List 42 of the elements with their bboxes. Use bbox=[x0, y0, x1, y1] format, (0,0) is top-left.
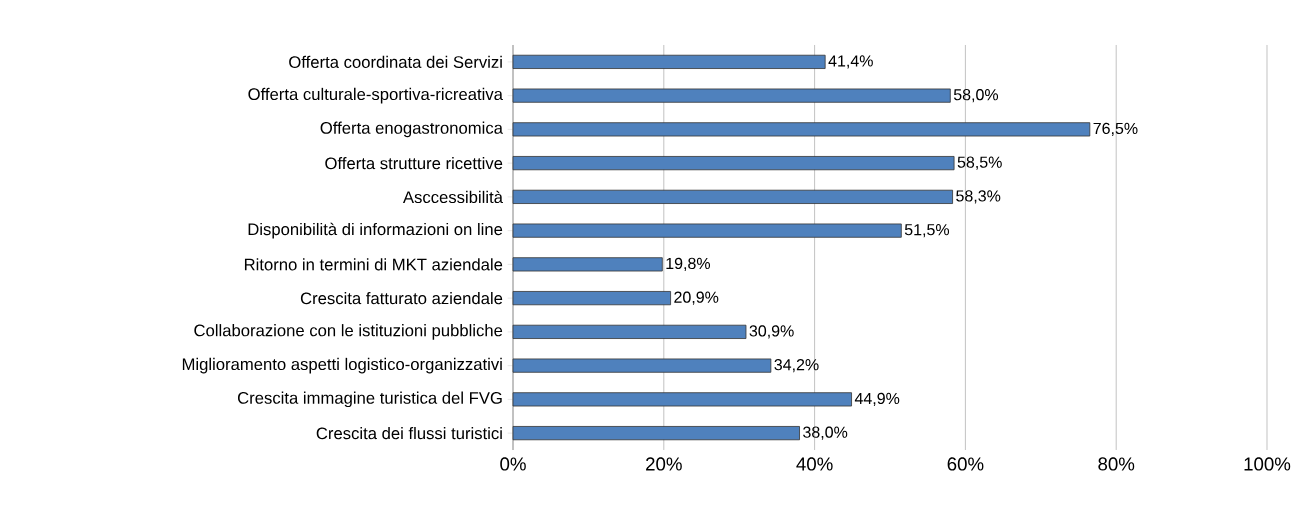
x-tick-label: 0% bbox=[500, 457, 526, 471]
x-tick-label: 100% bbox=[1244, 457, 1291, 471]
x-tick-label: 60% bbox=[947, 457, 984, 471]
bar bbox=[512, 88, 951, 103]
y-tick-label: Collaborazione con le istituzioni pubbliche bbox=[194, 324, 503, 340]
bar bbox=[512, 324, 747, 339]
y-tick-label: Miglioramento aspetti logistico-organizzativi bbox=[182, 357, 502, 374]
bar bbox=[512, 392, 852, 407]
bar bbox=[512, 223, 902, 238]
bar bbox=[512, 54, 826, 69]
bar bbox=[512, 189, 953, 204]
bar bbox=[512, 358, 772, 373]
y-tick-label: Offerta culturale-sportiva-ricreativa bbox=[248, 87, 503, 104]
data-label: 19,8% bbox=[666, 257, 711, 271]
bar bbox=[512, 257, 663, 272]
data-label: 76,5% bbox=[1093, 122, 1138, 136]
data-label: 51,5% bbox=[904, 224, 950, 238]
y-tick-label: Offerta coordinata dei Servizi bbox=[289, 55, 502, 68]
data-label: 30,9% bbox=[749, 325, 794, 339]
data-label: 58,3% bbox=[956, 190, 1001, 204]
data-label: 58,0% bbox=[953, 89, 999, 103]
data-label: 38,0% bbox=[803, 426, 848, 440]
y-tick-label: Asccessibilità bbox=[402, 190, 503, 204]
data-label: 34,2% bbox=[774, 359, 819, 373]
y-tick-label: Offerta strutture ricettive bbox=[325, 156, 503, 170]
x-tick-label: 40% bbox=[796, 457, 833, 471]
bar bbox=[512, 291, 671, 306]
y-tick-label: Crescita immagine turistica del FVG bbox=[237, 391, 502, 408]
bar bbox=[512, 426, 800, 441]
y-tick-label: Crescita dei flussi turistici bbox=[316, 426, 502, 440]
x-tick-label: 20% bbox=[646, 457, 682, 471]
y-tick-label: Offerta enogastronomica bbox=[320, 121, 503, 138]
data-label: 44,9% bbox=[854, 392, 900, 406]
data-label: 41,4% bbox=[828, 55, 873, 69]
data-label: 20,9% bbox=[674, 291, 719, 305]
bar bbox=[512, 156, 955, 171]
bar bbox=[512, 122, 1091, 137]
y-tick-label: Ritorno in termini di MKT aziendale bbox=[244, 258, 503, 271]
data-label: 58,5% bbox=[957, 156, 1002, 170]
y-tick-label: Crescita fatturato aziendale bbox=[300, 291, 503, 305]
y-tick-label: Disponibilità di informazioni on line bbox=[248, 222, 503, 239]
x-tick-label: 80% bbox=[1098, 457, 1135, 471]
